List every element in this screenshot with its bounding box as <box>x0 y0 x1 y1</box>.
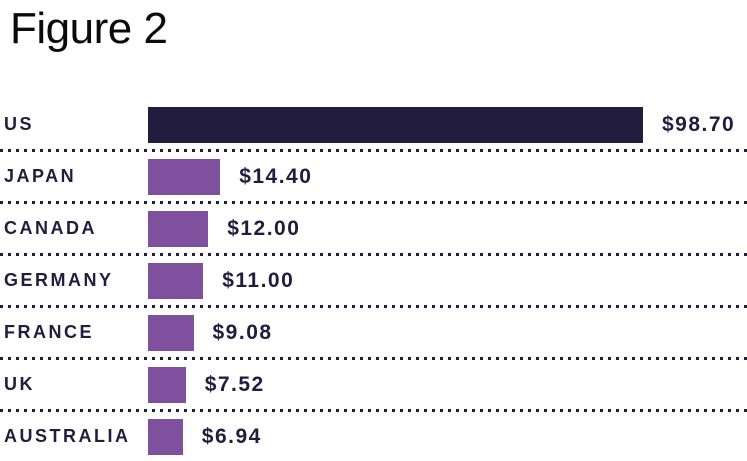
chart-row: UK $7.52 <box>0 360 747 409</box>
bar <box>148 418 183 455</box>
category-label: AUSTRALIA <box>4 426 131 446</box>
chart-title: Figure 2 <box>10 4 168 53</box>
bar <box>148 106 643 143</box>
bar <box>148 262 204 299</box>
value-label: $12.00 <box>227 216 301 240</box>
value-label: $11.00 <box>222 268 295 292</box>
bar <box>148 366 186 403</box>
category-label: US <box>4 114 35 134</box>
category-label: UK <box>4 374 35 394</box>
dotted-separator <box>0 201 747 204</box>
category-label: FRANCE <box>4 322 94 342</box>
category-label: GERMANY <box>4 270 114 290</box>
value-label: $98.70 <box>662 112 736 136</box>
value-label: $7.52 <box>204 372 265 396</box>
chart-row: CANADA $12.00 <box>0 204 747 253</box>
value-label: $6.94 <box>201 424 262 448</box>
category-label: JAPAN <box>4 166 77 186</box>
chart-row: AUSTRALIA $6.94 <box>0 412 747 461</box>
bar-chart: US $98.70 JAPAN $14.40 CANADA $12.00 GER… <box>0 100 747 461</box>
category-label: CANADA <box>4 218 97 238</box>
chart-row: US $98.70 <box>0 100 747 149</box>
value-label: $9.08 <box>212 320 273 344</box>
dotted-separator <box>0 253 747 256</box>
bar <box>148 158 221 195</box>
dotted-separator <box>0 409 747 412</box>
bar <box>148 210 209 247</box>
bar <box>148 314 194 351</box>
chart-row: JAPAN $14.40 <box>0 152 747 201</box>
value-label: $14.40 <box>239 164 313 188</box>
chart-row: GERMANY $11.00 <box>0 256 747 305</box>
chart-row: FRANCE $9.08 <box>0 308 747 357</box>
dotted-separator <box>0 149 747 152</box>
dotted-separator <box>0 305 747 308</box>
dotted-separator <box>0 357 747 360</box>
